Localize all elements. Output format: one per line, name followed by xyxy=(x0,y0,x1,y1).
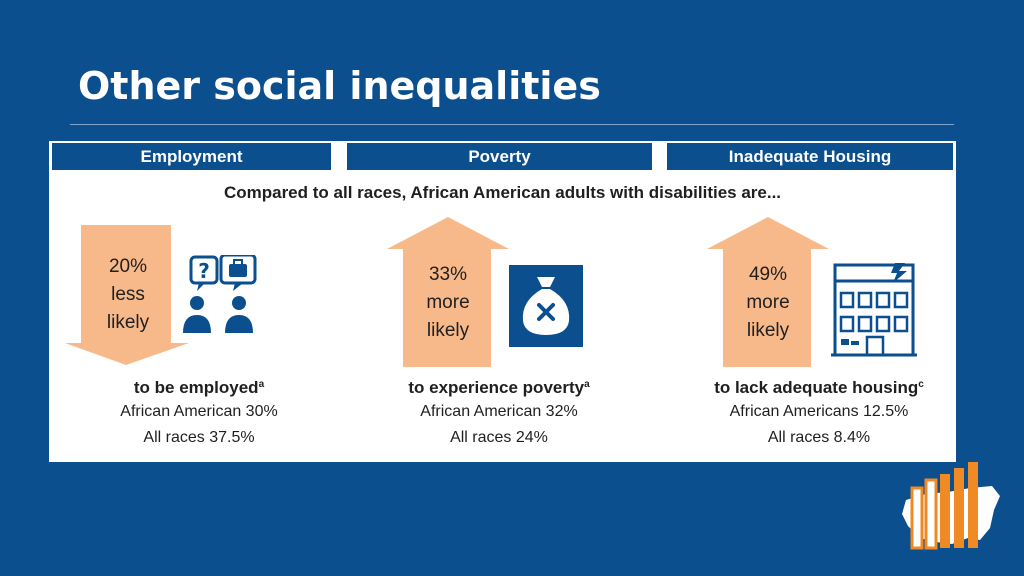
employment-outcome: to be employeda xyxy=(133,378,265,397)
housing-likely: likely xyxy=(746,320,790,341)
title-divider xyxy=(70,124,954,125)
organization-logo xyxy=(902,462,1000,550)
employment-likely: likely xyxy=(106,312,150,333)
employment-column: 20% less likely ? to be employeda Africa… xyxy=(49,141,349,462)
job-interview-icon: ? xyxy=(183,255,257,333)
housing-comparison: more xyxy=(746,292,790,313)
housing-arrow-text: 49% more likely xyxy=(723,261,813,345)
poverty-african-american: African American 32% xyxy=(420,403,578,420)
damaged-house-icon xyxy=(829,261,919,359)
svg-text:?: ? xyxy=(198,259,210,283)
employment-arrow-text: 20% less likely xyxy=(83,253,173,337)
poverty-likely: likely xyxy=(426,320,470,341)
housing-african-americans: African Americans 12.5% xyxy=(729,403,909,420)
poverty-comparison: more xyxy=(426,292,470,313)
employment-african-american: African American 30% xyxy=(120,403,278,420)
housing-outcome: to lack adequate housingc xyxy=(714,378,924,397)
employment-percent: 20% xyxy=(108,256,148,277)
slide-title: Other social inequalities xyxy=(78,64,601,108)
tab-employment: Employment xyxy=(52,143,331,170)
up-arrow-icon xyxy=(707,217,829,367)
intro-text: Compared to all races, African American … xyxy=(223,183,782,202)
down-arrow-icon xyxy=(65,225,189,365)
poverty-arrow-text: 33% more likely xyxy=(403,261,493,345)
tab-poverty: Poverty xyxy=(347,143,652,170)
employment-comparison: less xyxy=(111,284,145,305)
poverty-percent: 33% xyxy=(428,264,468,285)
housing-all-races: All races 8.4% xyxy=(767,429,871,446)
money-bag-x-icon xyxy=(509,265,583,347)
up-arrow-icon xyxy=(387,217,509,367)
housing-column: 49% more likely to lack adequate housing… xyxy=(669,141,969,462)
tab-inadequate-housing: Inadequate Housing xyxy=(667,143,953,170)
poverty-all-races: All races 24% xyxy=(450,429,548,446)
housing-percent: 49% xyxy=(748,264,788,285)
employment-all-races: All races 37.5% xyxy=(143,429,255,446)
poverty-outcome: to experience povertya xyxy=(408,378,590,397)
poverty-column: 33% more likely to experience povertya A… xyxy=(349,141,649,462)
infographic-panel: Employment Poverty Inadequate Housing Co… xyxy=(49,141,956,462)
